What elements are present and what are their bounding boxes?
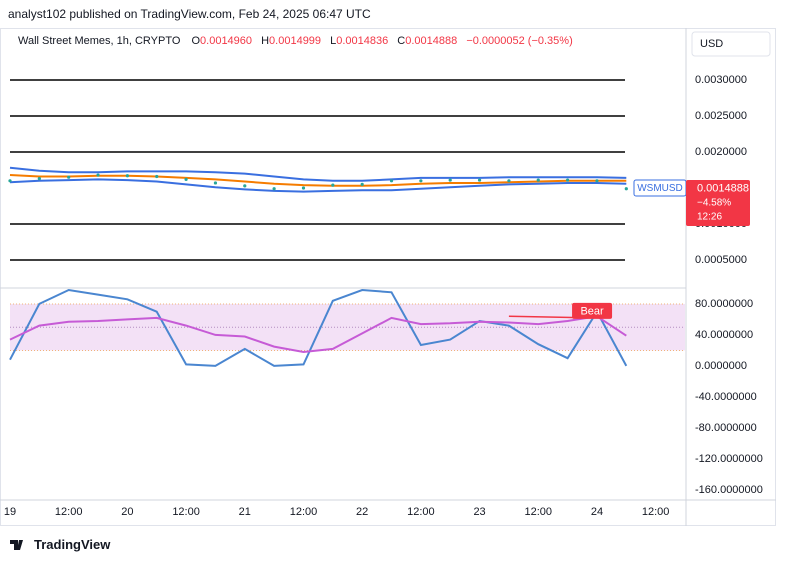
legend: Wall Street Memes, 1h, CRYPTO O0.0014960… bbox=[18, 35, 579, 47]
price-marker bbox=[389, 179, 394, 183]
x-tick-label: 12:00 bbox=[524, 506, 552, 518]
series-line bbox=[9, 288, 628, 367]
price-marker bbox=[360, 182, 364, 186]
annotation-label: Bear bbox=[580, 305, 604, 317]
x-tick-label: 12:00 bbox=[55, 506, 83, 518]
currency: USD bbox=[700, 38, 723, 50]
price-label: 0.0014888 bbox=[697, 182, 749, 194]
y-tick-label: 0.0020000 bbox=[695, 146, 747, 158]
price-marker bbox=[272, 187, 276, 191]
price-marker bbox=[301, 186, 306, 190]
x-tick-label: 22 bbox=[356, 506, 368, 518]
x-tick-label: 12:00 bbox=[642, 506, 670, 518]
price-marker bbox=[155, 174, 159, 179]
price-marker bbox=[507, 179, 511, 183]
y-tick-label: 0.0000000 bbox=[695, 360, 747, 372]
logo bbox=[10, 540, 23, 550]
ohlc-key: L bbox=[330, 35, 337, 47]
price-marker bbox=[8, 179, 12, 183]
price-marker bbox=[448, 178, 452, 182]
series-line bbox=[9, 315, 627, 354]
symbol: Wall Street Memes, 1h, CRYPTO bbox=[18, 35, 181, 47]
y-tick-label: 0.0025000 bbox=[695, 110, 747, 122]
price-tag: WSMUSD 0.0014888 −4.58% 12:26 bbox=[633, 179, 750, 226]
x-tick-label: 23 bbox=[473, 506, 485, 518]
price-marker bbox=[213, 181, 218, 185]
x-tick-label: 24 bbox=[591, 506, 603, 518]
y-tick-label: -40.0000000 bbox=[695, 391, 757, 403]
x-tick-label: 12:00 bbox=[172, 506, 200, 518]
ohlc-value: 0.0014999 bbox=[269, 35, 322, 47]
price-marker bbox=[566, 178, 570, 182]
price-marker bbox=[125, 174, 129, 178]
x-tick-label: 21 bbox=[239, 506, 251, 518]
annotation-box bbox=[572, 302, 613, 319]
change-label: −4.58% bbox=[697, 198, 731, 209]
countdown-label: 12:26 bbox=[697, 212, 722, 223]
price-marker bbox=[37, 177, 41, 181]
price-marker bbox=[96, 173, 100, 177]
x-tick-label: 19 bbox=[4, 506, 16, 518]
ohlc-value: 0.0014888 bbox=[405, 35, 458, 47]
price-marker bbox=[536, 178, 540, 182]
published-line: analyst102 published on TradingView.com,… bbox=[8, 7, 371, 21]
ohlc-value: 0.0014836 bbox=[336, 35, 389, 47]
y-tick-label: -80.0000000 bbox=[695, 422, 757, 434]
y-tick-label: -160.0000000 bbox=[695, 484, 763, 496]
series-line bbox=[9, 178, 627, 193]
y-tick-label: 80.0000000 bbox=[695, 298, 753, 310]
y-tick-label: 0.0005000 bbox=[695, 254, 747, 266]
symbol-label: WSMUSD bbox=[637, 183, 683, 194]
series-line bbox=[9, 174, 627, 187]
y-tick-label: -120.0000000 bbox=[695, 453, 763, 465]
y-tick-label: 40.0000000 bbox=[695, 329, 753, 341]
currency-box[interactable] bbox=[691, 31, 771, 57]
price-marker bbox=[595, 179, 599, 183]
price-marker bbox=[419, 179, 423, 183]
price-marker bbox=[67, 175, 71, 179]
price-marker bbox=[243, 184, 247, 188]
ohlc-key: H bbox=[261, 35, 270, 47]
ohlc-key: C bbox=[397, 35, 406, 47]
frame bbox=[0, 28, 776, 526]
price-marker bbox=[477, 178, 482, 182]
change: −0.0000052 (−0.35%) bbox=[466, 35, 573, 47]
y-tick-label: 0.0030000 bbox=[695, 74, 747, 86]
price-marker bbox=[331, 183, 335, 187]
brand: TradingView bbox=[34, 537, 111, 552]
price-marker bbox=[624, 187, 628, 191]
price-marker bbox=[184, 177, 188, 181]
x-tick-label: 20 bbox=[121, 506, 133, 518]
plot: Bear bbox=[8, 79, 685, 367]
x-tick-label: 12:00 bbox=[407, 506, 435, 518]
ohlc-value: 0.0014960 bbox=[200, 35, 253, 47]
price-box bbox=[686, 180, 750, 226]
series-line bbox=[9, 166, 627, 182]
ohlc-key: O bbox=[191, 35, 201, 47]
x-tick-label: 12:00 bbox=[290, 506, 318, 518]
